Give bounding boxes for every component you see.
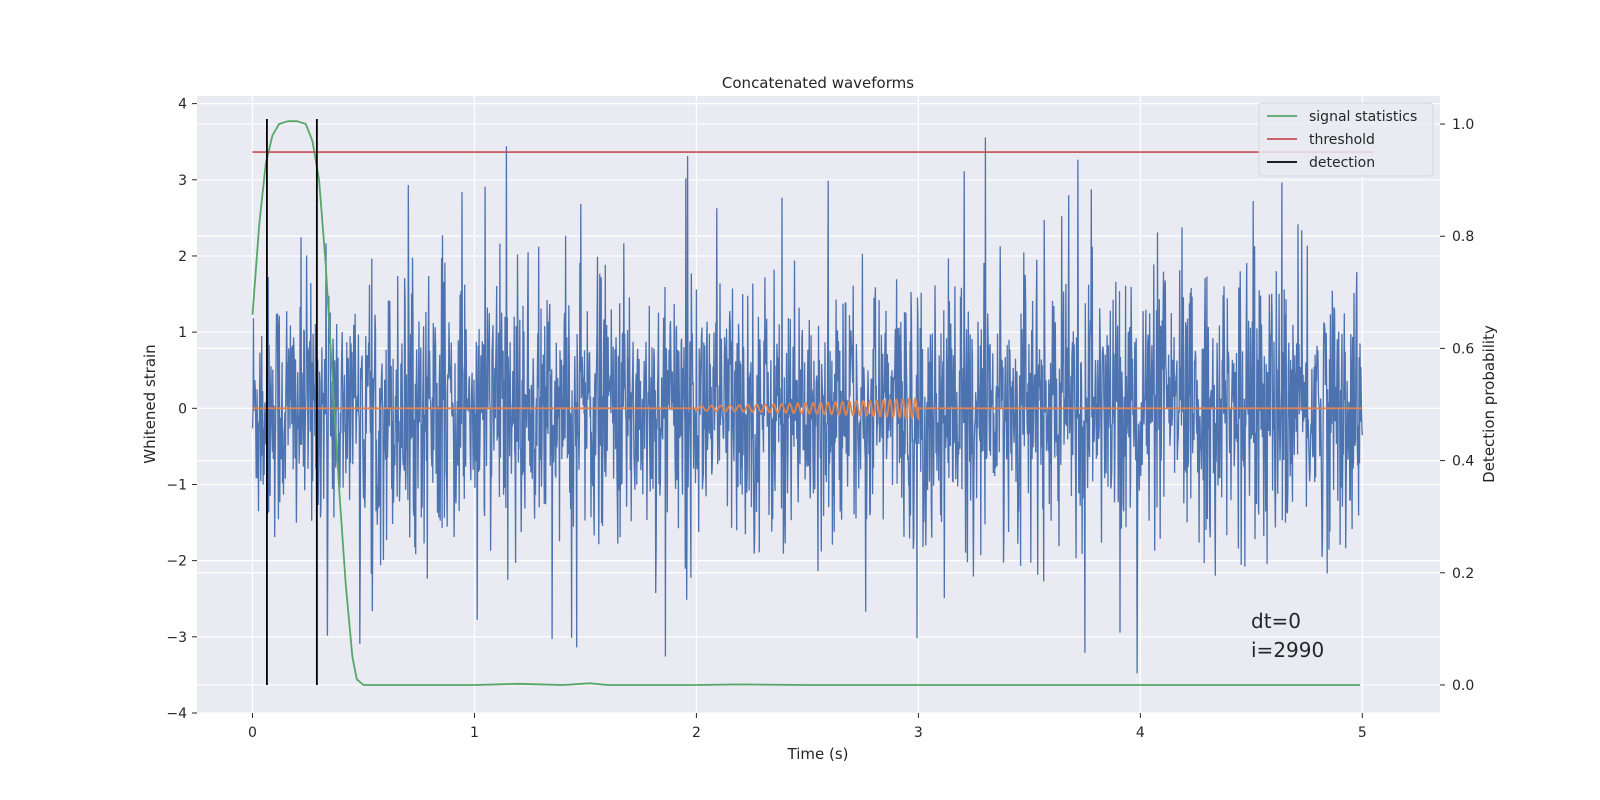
x-tick-label: 0 xyxy=(248,725,257,741)
legend-label-signal: signal statistics xyxy=(1309,109,1417,125)
y2-tick-label: 0.0 xyxy=(1452,678,1474,694)
y-tick-label: 1 xyxy=(178,325,187,341)
y-tick-label: −4 xyxy=(166,706,187,722)
y-tick-label: 0 xyxy=(178,401,187,417)
y-tick-label: 3 xyxy=(178,173,187,189)
y-tick-label: −2 xyxy=(166,554,187,570)
y-tick-label: −1 xyxy=(166,477,187,493)
x-tick-label: 5 xyxy=(1358,725,1367,741)
detection-series xyxy=(266,119,318,685)
y2-tick-label: 0.2 xyxy=(1452,566,1474,582)
legend-label-threshold: threshold xyxy=(1309,132,1375,148)
annotation-dt: dt=0 xyxy=(1251,609,1301,633)
y2-tick-label: 0.4 xyxy=(1452,454,1474,470)
y-axis-label: Whitened strain xyxy=(141,344,159,463)
signal-statistics-line xyxy=(251,120,1361,686)
x-tick-label: 2 xyxy=(692,725,701,741)
annotation: dt=0 i=2990 xyxy=(1251,609,1324,662)
noise-series xyxy=(251,137,1363,674)
waveform-line xyxy=(252,397,1363,422)
x-axis-label: Time (s) xyxy=(787,745,849,763)
chart-title: Concatenated waveforms xyxy=(722,74,914,92)
annotation-i: i=2990 xyxy=(1251,638,1324,662)
legend-label-detection: detection xyxy=(1309,155,1375,171)
y-tick-label: −3 xyxy=(166,630,187,646)
legend-box xyxy=(1258,102,1434,177)
y-tick-label: 2 xyxy=(178,249,187,265)
x-tick-label: 4 xyxy=(1136,725,1145,741)
y2-tick-label: 1.0 xyxy=(1452,117,1474,133)
y2-tick-label: 0.6 xyxy=(1452,341,1474,357)
axis-ticks: 0 1 2 3 4 5 −4 −3 −2 −1 0 1 2 3 4 0.0 0.2 0.4 0.6 0.8 1.0 xyxy=(166,97,1474,741)
legend: signal statistics threshold detection xyxy=(1258,102,1434,177)
waveform-series xyxy=(252,397,1363,422)
y2-tick-label: 0.8 xyxy=(1452,229,1474,245)
signal-series xyxy=(251,120,1361,686)
x-tick-label: 1 xyxy=(470,725,479,741)
y2-axis-label: Detection probability xyxy=(1480,325,1498,483)
noise-line xyxy=(251,137,1363,674)
y-tick-label: 4 xyxy=(178,97,187,113)
x-tick-label: 3 xyxy=(914,725,923,741)
